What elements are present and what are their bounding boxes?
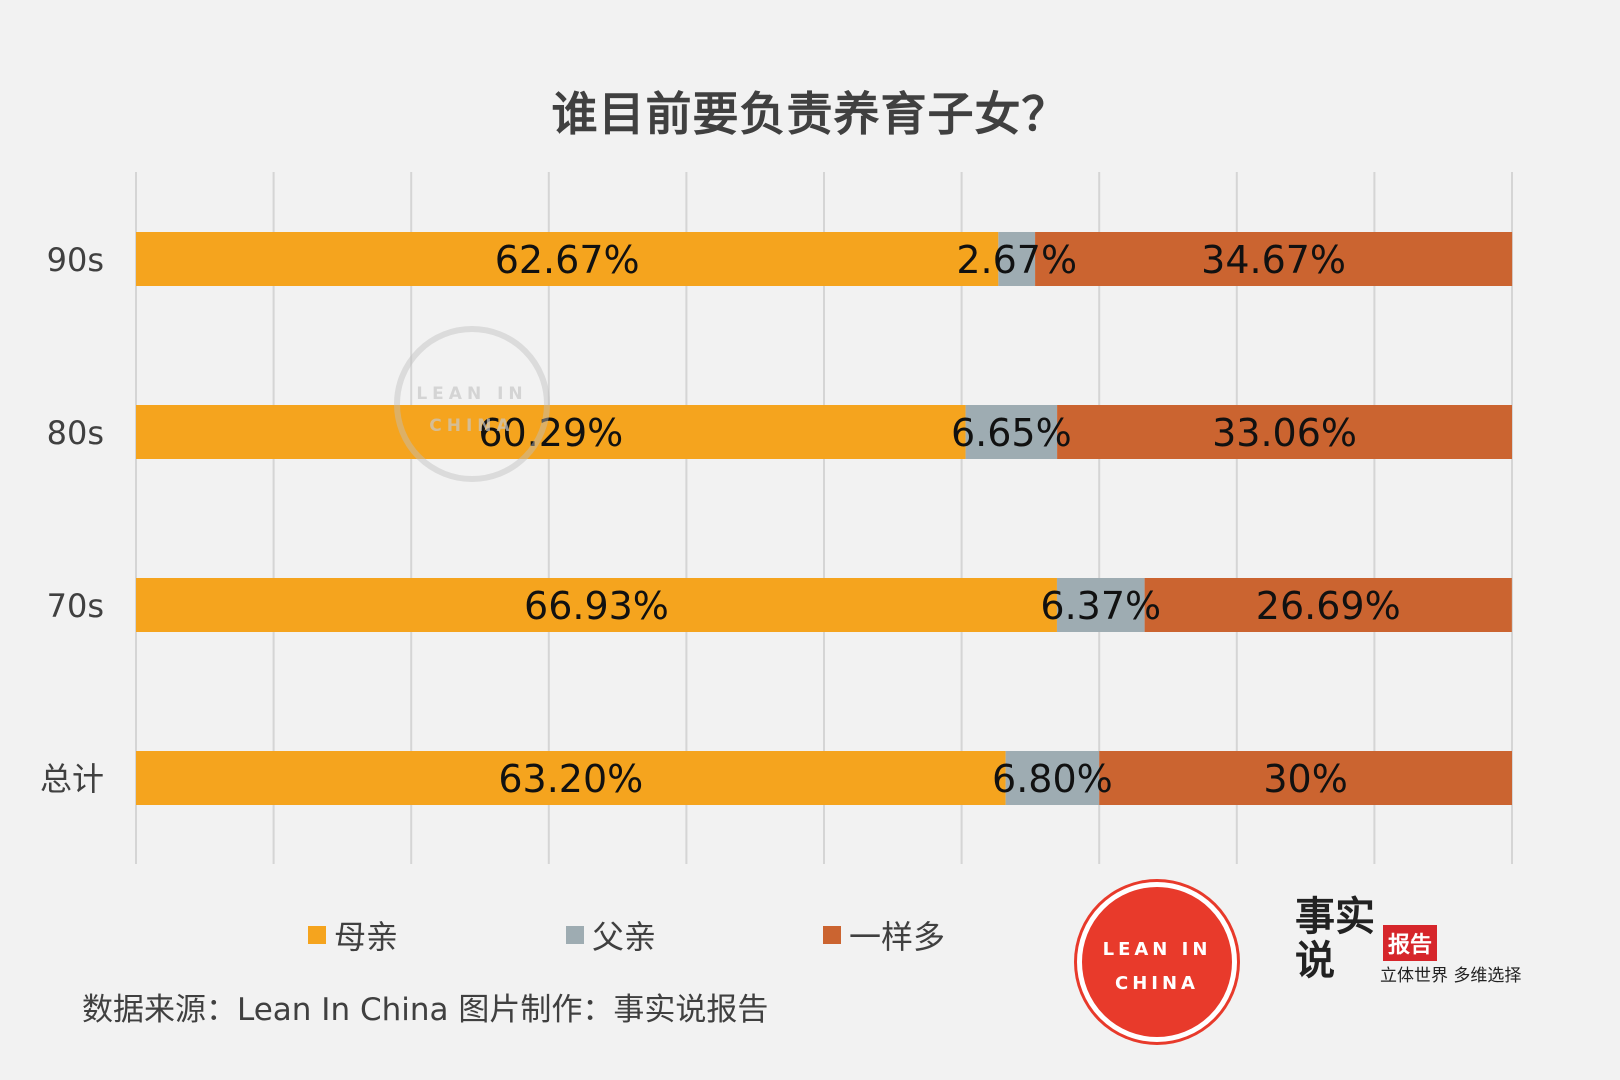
data-label: 34.67%: [1201, 238, 1346, 282]
category-label: 90s: [47, 241, 104, 279]
fact-report-badge: 报告: [1383, 925, 1438, 961]
grid-lines: [135, 172, 1513, 864]
leanin-china-logo: LEAN IN CHINA: [1077, 882, 1237, 1042]
category-label: 70s: [47, 587, 104, 625]
bar-segment: [1144, 578, 1512, 632]
bar-segment: [136, 578, 1057, 632]
legend-item-equal: 一样多: [823, 912, 945, 958]
bar-segment: [1056, 578, 1145, 632]
category-label: 80s: [47, 414, 104, 452]
data-label: 33.06%: [1212, 411, 1357, 455]
legend-label-mother: 母亲: [334, 918, 399, 956]
data-label: 62.67%: [495, 238, 640, 282]
legend-item-mother: 母亲: [308, 912, 398, 958]
legend: 母亲 父亲 一样多: [0, 912, 1620, 956]
legend-label-father: 父亲: [592, 918, 657, 956]
bar-segment: [1057, 405, 1512, 459]
category-labels: 90s 80s 70s 总计: [40, 241, 104, 798]
leanin-logo-line2: CHINA: [1115, 973, 1199, 994]
chart-title: 谁目前要负责养育子女？: [551, 87, 1069, 141]
fact-report-brush-text: 事实说: [1295, 893, 1375, 984]
data-label: 6.65%: [951, 411, 1072, 455]
leanin-watermark: LEAN IN CHINA: [394, 326, 550, 482]
bar-segment: [136, 751, 1006, 805]
data-label: 30%: [1263, 757, 1347, 801]
bar-segment: [1005, 751, 1100, 805]
fact-report-logo: 事实说 报告 立体世界 多维选择: [1295, 895, 1535, 1015]
fact-report-slogan: 立体世界 多维选择: [1380, 966, 1522, 986]
bar-segment: [965, 405, 1058, 459]
data-label: 66.93%: [524, 584, 669, 628]
bar-segment: [1099, 751, 1512, 805]
data-labels: 62.67% 2.67% 34.67%60.29% 6.65% 33.06%66.93%…: [478, 238, 1400, 801]
stacked-bar-chart: 62.67% 2.67% 34.67%60.29% 6.65% 33.06%66.93%…: [40, 172, 1513, 864]
legend-swatch-father: [566, 926, 584, 944]
bar-segment: [998, 232, 1036, 286]
source-note: 数据来源：Lean In China 图片制作：事实说报告: [82, 992, 769, 1028]
bar-segment: [136, 405, 966, 459]
data-label: 6.37%: [1040, 584, 1161, 628]
bars: [136, 232, 1513, 805]
data-label: 63.20%: [498, 757, 643, 801]
legend-label-equal: 一样多: [849, 918, 946, 956]
bar-segment: [1035, 232, 1513, 286]
data-label: 6.80%: [992, 757, 1113, 801]
data-label: 26.69%: [1256, 584, 1401, 628]
data-label: 2.67%: [956, 238, 1077, 282]
legend-swatch-mother: [308, 926, 326, 944]
legend-swatch-equal: [823, 926, 841, 944]
legend-item-father: 父亲: [566, 912, 656, 958]
leanin-logo-line1: LEAN IN: [1102, 939, 1212, 960]
bar-segment: [136, 232, 999, 286]
category-label: 总计: [40, 760, 104, 798]
